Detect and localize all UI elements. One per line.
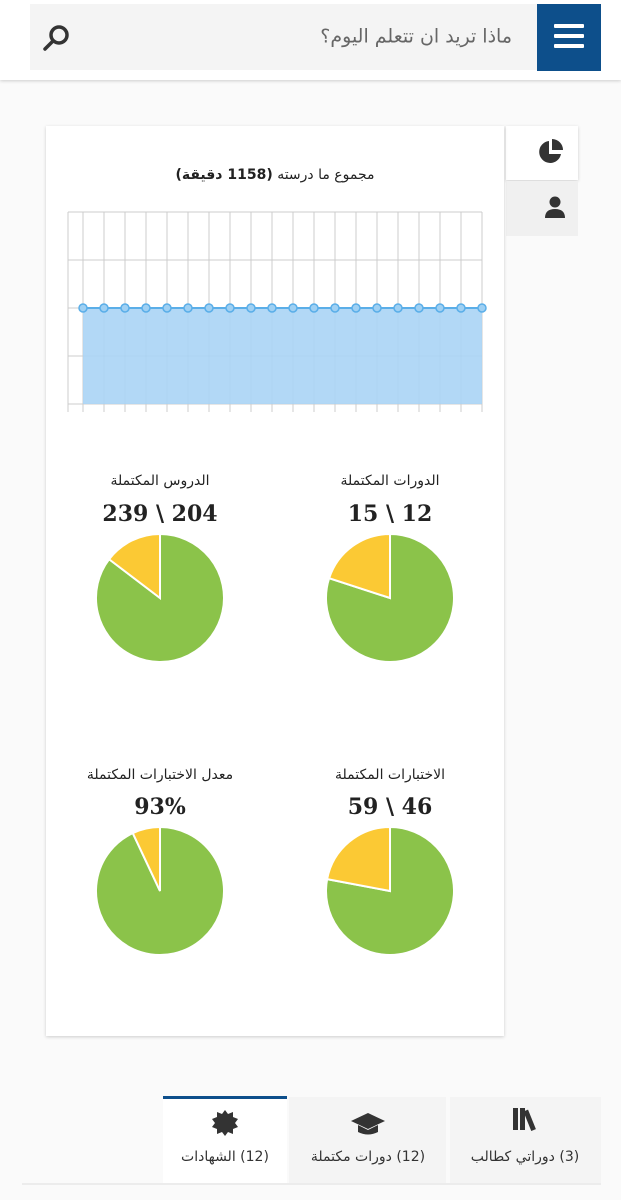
tab-active[interactable] bbox=[163, 1097, 287, 1183]
data-point bbox=[141, 303, 151, 313]
data-point bbox=[162, 303, 172, 313]
pie-title: الاختبارات المكتملة bbox=[335, 767, 445, 783]
data-point bbox=[288, 303, 298, 313]
data-point bbox=[309, 303, 319, 313]
data-point bbox=[204, 303, 214, 313]
pie-value-label: 239 \ 204 bbox=[102, 501, 217, 527]
data-point bbox=[225, 303, 235, 313]
data-point bbox=[120, 303, 130, 313]
pie-value-label: 59 \ 46 bbox=[348, 794, 433, 820]
pie-value-label: 15 \ 12 bbox=[348, 501, 433, 527]
tab-label: (12) الشهادات bbox=[181, 1149, 269, 1165]
pie-icon bbox=[539, 139, 563, 163]
data-point bbox=[246, 303, 256, 313]
pie-value-label: 93% bbox=[134, 794, 186, 820]
data-point bbox=[456, 303, 466, 313]
data-point bbox=[477, 303, 487, 313]
title-text: مجموع ما درسته bbox=[277, 167, 374, 183]
tab[interactable] bbox=[289, 1097, 446, 1183]
tab-indicator bbox=[163, 1096, 287, 1099]
user-icon bbox=[545, 196, 565, 218]
pie-slice-remaining bbox=[107, 532, 161, 601]
search-placeholder: ماذا تريد ان تتعلم اليوم؟ bbox=[320, 26, 512, 48]
menu-icon bbox=[554, 24, 584, 48]
data-point bbox=[99, 303, 109, 313]
pie-slice-done bbox=[325, 532, 455, 663]
data-point bbox=[372, 303, 382, 313]
pie-title: الدروس المكتملة bbox=[110, 473, 209, 489]
tab[interactable] bbox=[450, 1097, 601, 1183]
profile-tab[interactable] bbox=[506, 181, 578, 236]
data-point bbox=[330, 303, 340, 313]
data-point bbox=[78, 303, 88, 313]
tab-label: (3) دوراتي كطالب bbox=[471, 1149, 579, 1165]
chart-title: مجموع ما درسته (1158 دقيقة) bbox=[175, 167, 374, 183]
books-icon bbox=[513, 1108, 536, 1131]
data-point bbox=[183, 303, 193, 313]
area-fill bbox=[83, 308, 482, 404]
pie-slice-remaining bbox=[131, 825, 161, 892]
pie-slice-done bbox=[325, 825, 455, 956]
badge-icon bbox=[212, 1110, 238, 1136]
pie-title: الدورات المكتملة bbox=[341, 473, 440, 489]
data-point bbox=[351, 303, 361, 313]
tab-label: (12) دورات مكتملة bbox=[311, 1149, 425, 1165]
data-point bbox=[435, 303, 445, 313]
data-point bbox=[393, 303, 403, 313]
search-icon[interactable] bbox=[43, 25, 69, 51]
pie-slice-remaining bbox=[325, 825, 391, 893]
pie-title: معدل الاختبارات المكتملة bbox=[87, 767, 233, 783]
search-box[interactable] bbox=[30, 4, 538, 70]
pie-slice-remaining bbox=[327, 532, 391, 600]
data-point bbox=[414, 303, 424, 313]
data-point bbox=[267, 303, 277, 313]
cap-icon bbox=[351, 1113, 385, 1135]
title-total: (1158 دقيقة) bbox=[175, 167, 272, 183]
